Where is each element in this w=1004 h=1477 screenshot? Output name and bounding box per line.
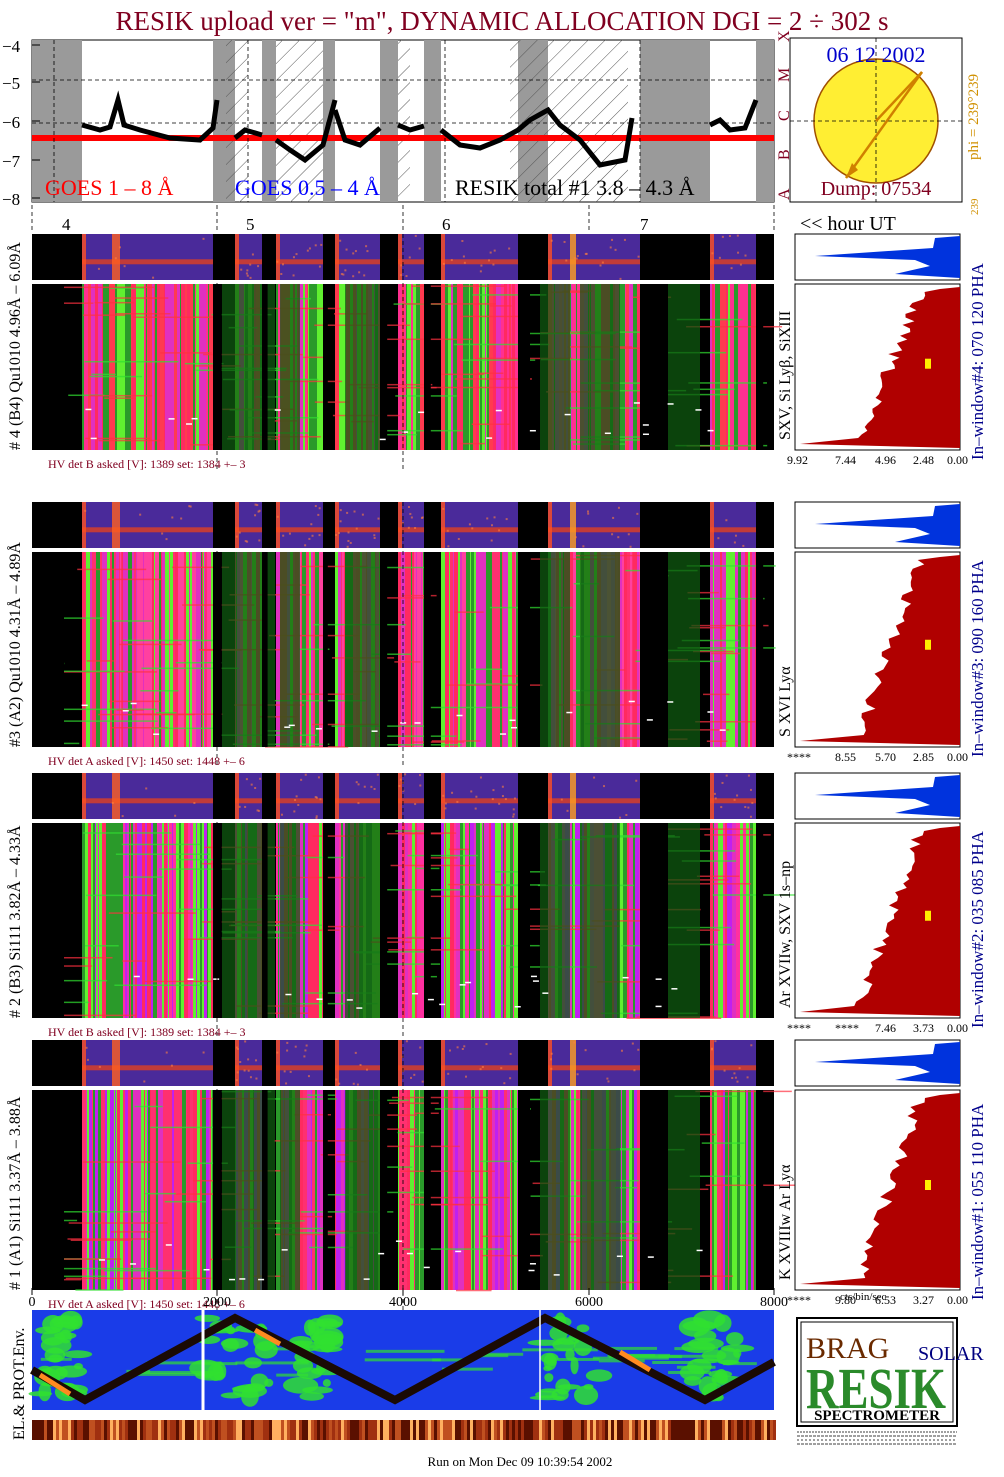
profile-axis-tick: 2.85 [913,750,934,764]
hv-label: HV det B asked [V]: 1389 set: 1384 +– 3 [48,457,246,471]
panel-left-label: # 1 (A1) Si111 3.37Å – 3.88Å [6,1096,24,1290]
goes-long-legend: GOES 1 – 8 Å [45,175,173,200]
panel-line-label: SXV, Si Lyβ, SiXIII [777,311,794,440]
dump-label: Dump: 07534 [821,178,932,200]
profile-axis-tick: 7.46 [875,1021,896,1035]
hour-ut-label: << hour UT [800,213,896,235]
profile-axis-tick: 0.00 [947,453,968,467]
hv-label: HV det A asked [V]: 1450 set: 1448 +– 6 [48,1297,245,1311]
environment-panel: EL.& PROT.Env. [11,1310,776,1440]
spectrum-panel: HV det B asked [V]: 1389 set: 1384 +– 3 #… [6,233,987,471]
profile-axis-tick: 4.96 [875,453,896,467]
profile-axis-tick: **** [835,1021,859,1035]
hour-label-4: 4 [62,215,71,234]
profile-axis-tick: **** [787,750,811,764]
footer: Run on Mon Dec 09 10:39:54 2002 [428,1454,613,1469]
x-axis-tick: 6000 [575,1295,603,1310]
panel-left-label: #3 (A2) Qu1010 4.31Å – 4.89Å [6,542,24,747]
x-axis: 0 2000 4000 6000 8000 cts/bin/sec [29,1288,887,1310]
goes-class-label: A [776,188,793,200]
profile-axis-tick: 8.55 [835,750,856,764]
goes-y-tick: −6 [2,113,20,132]
window-label: In–window#2: 035 085 PHA [968,830,987,1028]
profile-axis-tick: 9.92 [787,453,808,467]
hv-label: HV det B asked [V]: 1389 set: 1384 +– 3 [48,1025,246,1039]
logo-main: RESIK [806,1356,946,1421]
profile-axis-tick: **** [787,1293,811,1307]
spectrum-panel: HV det A asked [V]: 1450 set: 1448 +– 6 #… [6,1039,987,1311]
panel-line-label: S XVI Lyα [777,666,794,737]
profile-axis-tick: 9.80 [835,1293,856,1307]
x-axis-tick: 8000 [760,1295,788,1310]
hour-label-6: 6 [442,215,451,234]
phi-label: phi = 239°239 [966,74,982,160]
profile-axis-tick: 0.00 [947,750,968,764]
window-label: In–window#3: 090 160 PHA [968,559,987,757]
resik-legend: RESIK total #1 3.8 – 4.3 Å [455,175,695,200]
spectrum-panel: HV det B asked [V]: 1389 set: 1384 +– 3 #… [6,772,987,1039]
hour-axis: 4 5 6 7 << hour UT [31,205,896,235]
spectrum-panel: HV det A asked [V]: 1450 set: 1448 +– 6 #… [6,501,987,768]
panel-line-label: Ar XVIIw, SXV 1s–np [777,861,794,1008]
profile-axis-tick: 2.48 [913,453,934,467]
goes-panel: −4 −5 −6 −7 −8 X M C B A GOES 1 – 8 Å GOES 0.5 –… [2,30,793,209]
x-axis-tick: 4000 [389,1295,417,1310]
figure-title: RESIK upload ver = "m", DYNAMIC ALLOCATI… [115,6,888,36]
cts-label: cts/bin/sec [840,1291,887,1303]
goes-class-label: M [776,68,793,82]
profile-axis-tick: **** [787,1021,811,1035]
phi-small-label: 239 [969,198,981,215]
goes-y-tick: −5 [2,74,20,93]
resik-logo: BRAG RESIK SOLAR SPECTROMETER [796,1317,984,1445]
goes-y-tick: −8 [2,190,20,209]
profile-axis-tick: 6.53 [875,1293,896,1307]
x-axis-tick: 0 [29,1295,36,1310]
sun-date: 06 12 2002 [827,42,926,67]
panel-left-label: # 4 (B4) Qu1010 4.96Å – 6.09Å [6,242,24,450]
goes-short-legend: GOES 0.5 – 4 Å [235,175,380,200]
hour-label-5: 5 [246,215,255,234]
hv-label: HV det A asked [V]: 1450 set: 1448 +– 6 [48,754,245,768]
goes-y-tick: −4 [2,37,21,56]
env-label: EL.& PROT.Env. [11,1328,28,1440]
goes-class-label: B [776,149,793,160]
profile-axis-tick: 0.00 [947,1021,968,1035]
panel-left-label: # 2 (B3) Si111 3.82Å – 4.33Å [6,825,24,1018]
hour-label-7: 7 [640,215,649,234]
logo-bottom: SPECTROMETER [814,1408,940,1424]
profile-axis-tick: 0.00 [947,1293,968,1307]
logo-top: BRAG [806,1332,889,1365]
goes-y-tick: −7 [2,152,21,171]
goes-class-label: X [776,30,793,42]
logo-right: SOLAR [918,1343,984,1365]
panel-line-label: K XVIIIw Ar Lyα [777,1164,794,1280]
window-label: In–window#4: 070 120 PHA [968,262,987,460]
x-axis-tick: 2000 [203,1295,231,1310]
profile-axis-tick: 3.27 [913,1293,934,1307]
goes-class-label: C [776,110,793,121]
profile-axis-tick: 5.70 [875,750,896,764]
window-label: In–window#1: 055 110 PHA [968,1103,987,1300]
profile-axis-tick: 3.73 [913,1021,934,1035]
profile-axis-tick: 7.44 [835,453,856,467]
sun-disk-panel: 06 12 2002 Dump: 07534 phi = 239°239 239 [789,37,982,215]
